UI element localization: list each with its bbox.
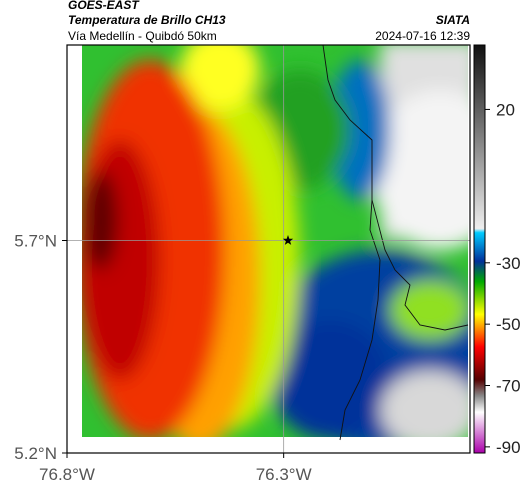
colorbar [473,44,486,454]
satellite-name: GOES-EAST [68,0,140,12]
y-tick-label: 5.7°N [14,232,57,251]
colorbar-tick-label: -50 [496,315,521,334]
location-marker [282,235,294,245]
colorbar-tick-label: -30 [496,254,521,273]
x-tick-label: 76.8°W [39,465,95,484]
borders [322,44,469,441]
source: SIATA [436,13,470,27]
y-tick-label: 5.2°N [14,444,57,463]
subtitle: Vía Medellín - Quibdó 50km [68,29,217,43]
colorbar-tick-label: 20 [496,100,515,119]
colorbar-tick-label: -70 [496,377,521,396]
axes-frame [66,44,471,454]
imagery [82,45,468,437]
x-tick-label: 76.3°W [256,465,312,484]
timestamp: 2024-07-16 12:39 [375,29,470,43]
product-title: Temperatura de Brillo CH13 [68,13,226,27]
axes [66,44,471,454]
colorbar-tick-label: -90 [496,438,521,457]
